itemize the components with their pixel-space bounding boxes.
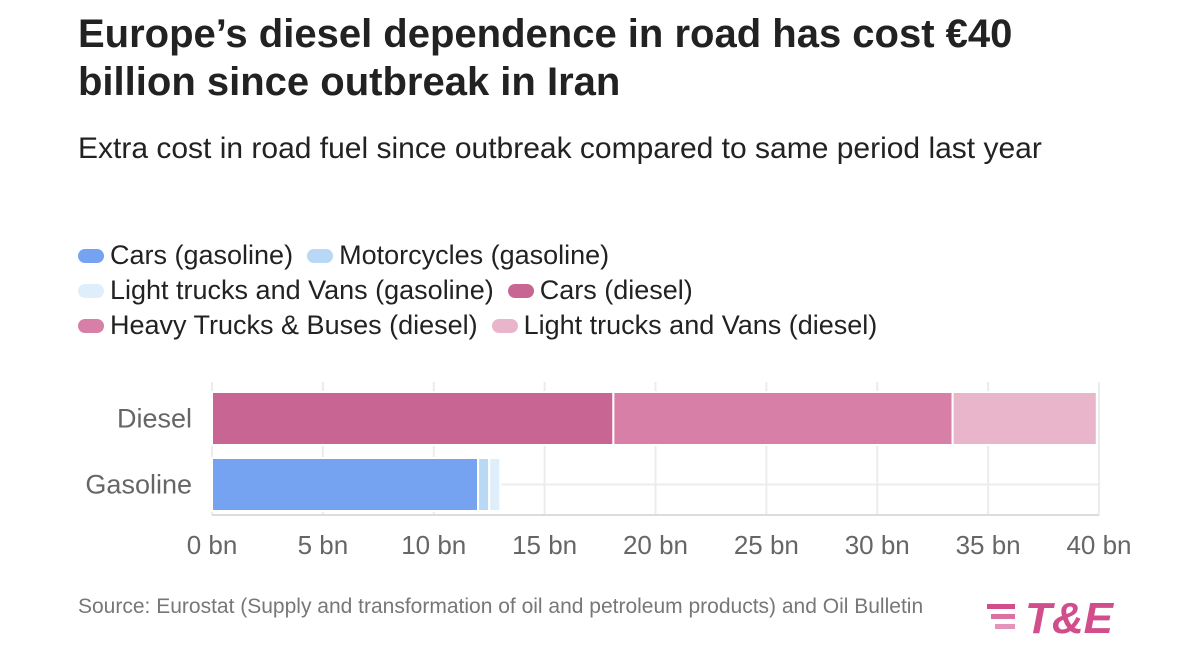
legend-swatch [507, 283, 534, 298]
legend-label: Light trucks and Vans (gasoline) [110, 275, 494, 305]
legend-label: Cars (diesel) [539, 275, 693, 305]
legend-item-cars-gasoline: Cars (gasoline) [78, 238, 293, 273]
bar-segment [211, 457, 480, 512]
bar-segment [477, 457, 491, 512]
source-note: Source: Eurostat (Supply and transformat… [78, 595, 924, 618]
legend-row: Heavy Trucks & Buses (diesel) Light truc… [78, 308, 1138, 343]
bar-segment [211, 391, 615, 446]
x-tick-label: 20 bn [623, 530, 688, 560]
bar-segment [612, 391, 954, 446]
legend-swatch [307, 248, 334, 263]
bar-segment [951, 391, 1098, 446]
logo-text: T&E [1025, 594, 1113, 643]
x-tick-label: 10 bn [401, 530, 466, 560]
legend-row: Cars (gasoline) Motorcycles (gasoline) [78, 238, 1138, 273]
x-tick-label: 5 bn [298, 530, 349, 560]
x-tick-label: 15 bn [512, 530, 577, 560]
x-tick-label: 30 bn [845, 530, 910, 560]
legend-item-cars-diesel: Cars (diesel) [507, 273, 693, 308]
legend: Cars (gasoline) Motorcycles (gasoline) L… [78, 238, 1138, 343]
legend-row: Light trucks and Vans (gasoline) Cars (d… [78, 273, 1138, 308]
chart-title: Europe’s diesel dependence in road has c… [78, 12, 1013, 104]
legend-swatch [491, 318, 518, 333]
legend-item-light-trucks-diesel: Light trucks and Vans (diesel) [491, 308, 878, 343]
category-label: Diesel [117, 404, 192, 434]
legend-label: Light trucks and Vans (diesel) [523, 310, 878, 340]
bar-segment [488, 457, 502, 512]
legend-label: Heavy Trucks & Buses (diesel) [110, 310, 478, 340]
legend-swatch [78, 318, 104, 333]
x-tick-label: 40 bn [1066, 530, 1131, 560]
stacked-bar-chart: Diesel Gasoline 0 bn 5 bn 10 bn 15 bn 20 bn 25 … [85, 382, 1132, 560]
x-tick-label: 0 bn [187, 530, 238, 560]
legend-label: Cars (gasoline) [110, 240, 294, 270]
legend-label: Motorcycles (gasoline) [339, 240, 610, 270]
legend-swatch [78, 283, 104, 298]
legend-item-motorcycles-gasoline: Motorcycles (gasoline) [307, 238, 609, 273]
legend-swatch [78, 248, 104, 263]
legend-item-light-trucks-gasoline: Light trucks and Vans (gasoline) [78, 273, 494, 308]
chart-subtitle: Extra cost in road fuel since outbreak c… [78, 132, 1042, 165]
x-tick-label: 25 bn [734, 530, 799, 560]
speed-lines-icon [987, 604, 1015, 629]
category-label: Gasoline [85, 470, 192, 500]
te-logo: T&E [985, 594, 1145, 644]
x-tick-label: 35 bn [956, 530, 1021, 560]
legend-item-heavy-trucks-diesel: Heavy Trucks & Buses (diesel) [78, 308, 478, 343]
